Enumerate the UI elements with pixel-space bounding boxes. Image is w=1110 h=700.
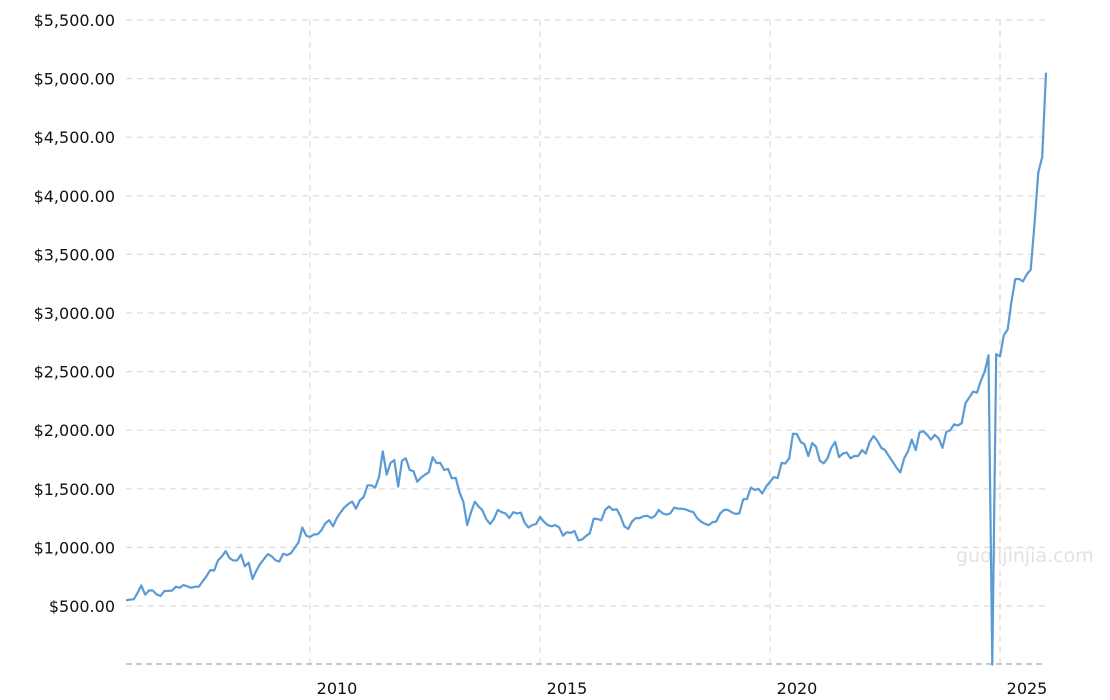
x-tick-label: 2010 — [317, 679, 358, 698]
y-tick-label: $2,000.00 — [34, 421, 115, 440]
x-tick-label: 2020 — [777, 679, 818, 698]
y-tick-label: $2,500.00 — [34, 363, 115, 382]
y-axis-labels: $500.00 $1,000.00 $1,500.00 $2,000.00 $2,500… — [34, 11, 115, 616]
y-tick-label: $500.00 — [49, 597, 115, 616]
x-tick-label: 2025 — [1007, 679, 1048, 698]
grid — [126, 19, 1046, 665]
x-axis-labels: 2010 2015 2020 2025 — [317, 679, 1048, 698]
y-tick-label: $1,500.00 — [34, 480, 115, 499]
y-tick-label: $4,500.00 — [34, 128, 115, 147]
y-tick-label: $1,000.00 — [34, 538, 115, 557]
price-series-line — [125, 72, 1048, 666]
watermark: guojijinjia.com — [956, 545, 1094, 567]
y-tick-label: $3,500.00 — [34, 245, 115, 264]
x-tick-label: 2015 — [547, 679, 588, 698]
y-tick-label: $3,000.00 — [34, 304, 115, 323]
y-tick-label: $5,000.00 — [34, 70, 115, 89]
y-tick-label: $4,000.00 — [34, 187, 115, 206]
y-tick-label: $5,500.00 — [34, 11, 115, 30]
